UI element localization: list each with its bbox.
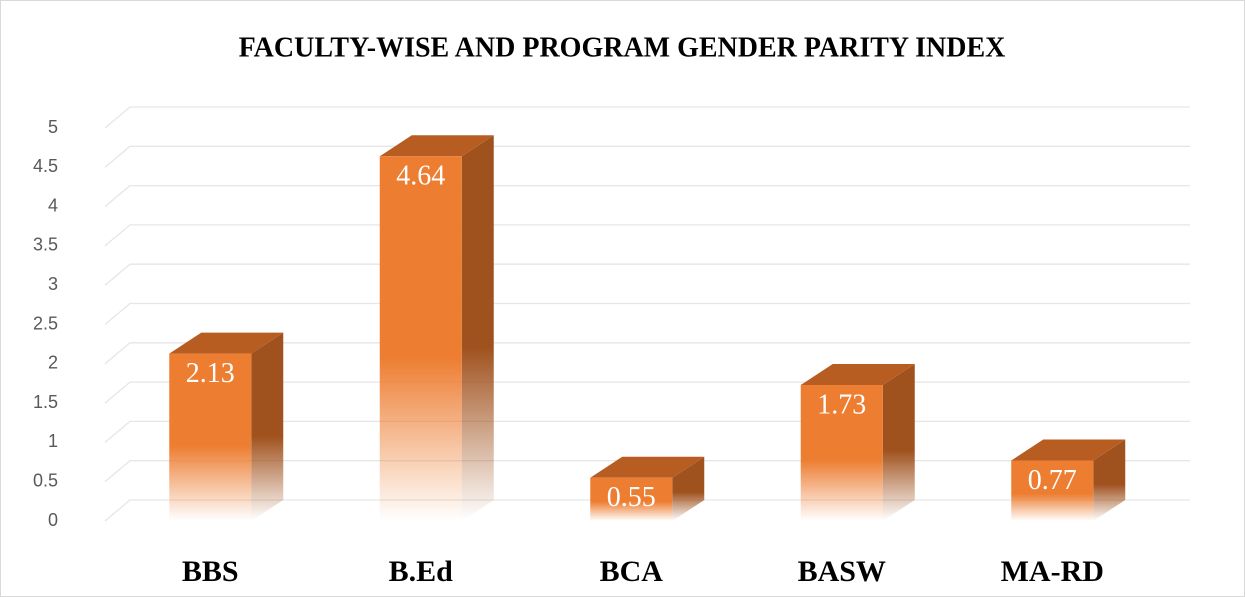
bar-top [800,364,915,386]
x-tick-label: BBS [182,555,239,588]
grid-line [104,106,1190,129]
y-tick-label: 5 [48,117,58,137]
bar-side [672,456,705,521]
bar-top [379,135,494,157]
bar-side [251,332,284,521]
x-tick-label: MA-RD [1001,555,1104,588]
grid-line [104,263,1190,286]
grid-line [104,302,1190,325]
bar-side [461,135,494,521]
bar-front [1011,460,1094,521]
bar-top [169,332,284,354]
y-tick-label: 4 [48,195,58,215]
chart-title: FACULTY-WISE AND PROGRAM GENDER PARITY I… [239,32,1006,63]
grid-line [104,145,1190,168]
y-tick-label: 1 [48,431,58,451]
y-tick-label: 2.5 [33,313,58,333]
bar-top [1011,439,1126,461]
bar-side [1093,439,1126,521]
bar-side [882,364,915,521]
y-tick-label: 2 [48,353,58,373]
bar [379,135,494,521]
grid-line [104,184,1190,208]
value-label: 0.55 [607,482,656,513]
value-label: 4.64 [396,161,445,192]
bar-top [590,456,705,478]
bar [590,456,705,521]
x-tick-label: BCA [600,555,664,588]
value-label: 1.73 [817,389,866,420]
bar-front [169,353,252,521]
y-tick-label: 0.5 [33,470,58,490]
value-label: 2.13 [186,358,235,389]
y-tick-label: 0 [48,510,58,530]
value-label: 0.77 [1028,465,1077,496]
y-tick-label: 4.5 [33,156,58,176]
x-tick-label: BASW [798,555,886,588]
bar [800,364,915,521]
y-tick-label: 3 [48,274,58,294]
bar-front [800,385,883,521]
y-tick-label: 1.5 [33,392,58,412]
bar-front [379,156,462,521]
y-tick-label: 3.5 [33,235,58,255]
bar [1011,439,1126,521]
grid-line [104,224,1190,247]
x-tick-label: B.Ed [389,555,454,588]
bar-front [590,477,673,521]
grid-line [104,342,1190,365]
bar [169,332,284,521]
